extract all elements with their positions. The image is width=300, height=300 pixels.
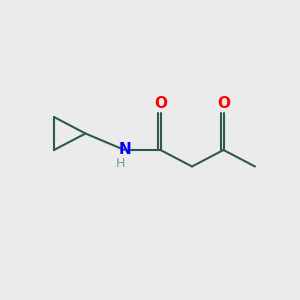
- Text: H: H: [116, 157, 126, 170]
- Text: O: O: [154, 96, 167, 111]
- Text: O: O: [217, 96, 230, 111]
- Text: N: N: [118, 142, 131, 158]
